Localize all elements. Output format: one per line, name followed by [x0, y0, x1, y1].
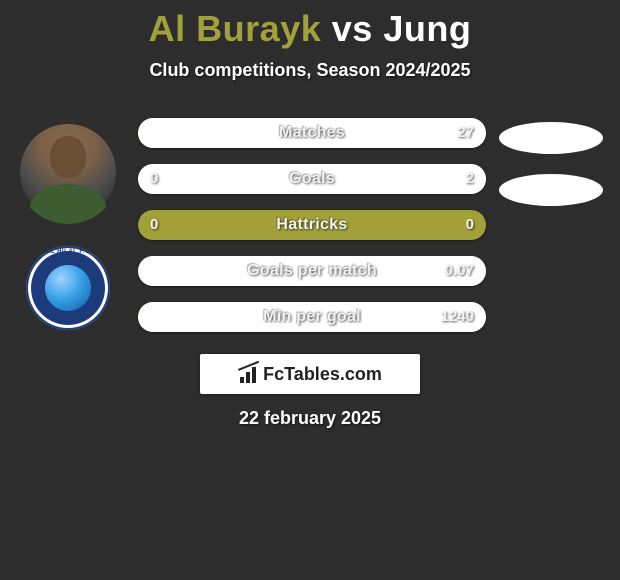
date-text: 22 february 2025 [0, 408, 620, 429]
row-value-right: 0.07 [445, 256, 474, 286]
logo-text: FcTables.com [263, 364, 382, 385]
player2-club-badge: AL HILAL F.C [26, 246, 110, 330]
row-value-right: 1240 [441, 302, 474, 332]
oval-2 [499, 174, 603, 206]
right-ovals [496, 122, 606, 226]
left-portraits: AL HILAL F.C [8, 120, 128, 330]
row-label: Matches [138, 118, 486, 148]
comparison-infographic: Al Burayk vs Jung Club competitions, Sea… [0, 0, 620, 580]
stat-row: Goals0 2 [138, 164, 486, 194]
oval-1 [499, 122, 603, 154]
player1-avatar [16, 120, 120, 224]
row-value-right: 2 [466, 164, 474, 194]
row-label: Goals per match [138, 256, 486, 286]
row-label: Hattricks [138, 210, 486, 240]
badge-inner-icon [31, 251, 105, 325]
title-player1: Al Burayk [149, 8, 322, 49]
stat-row: Hattricks0 0 [138, 210, 486, 240]
row-value-left: 0 [150, 164, 158, 194]
row-value-right: 27 [457, 118, 474, 148]
title-vs: vs [332, 8, 373, 49]
row-value-right: 0 [466, 210, 474, 240]
row-label: Min per goal [138, 302, 486, 332]
row-label: Goals [138, 164, 486, 194]
stat-row: Goals per match0.07 [138, 256, 486, 286]
stat-row: Min per goal1240 [138, 302, 486, 332]
row-value-left: 0 [150, 210, 158, 240]
title-player2: Jung [383, 8, 471, 49]
stat-rows: Matches27Goals02Hattricks00Goals per mat… [138, 118, 486, 348]
subtitle: Club competitions, Season 2024/2025 [0, 60, 620, 81]
stat-row: Matches27 [138, 118, 486, 148]
chart-icon [238, 365, 260, 383]
source-logo: FcTables.com [200, 354, 420, 394]
page-title: Al Burayk vs Jung [0, 0, 620, 50]
